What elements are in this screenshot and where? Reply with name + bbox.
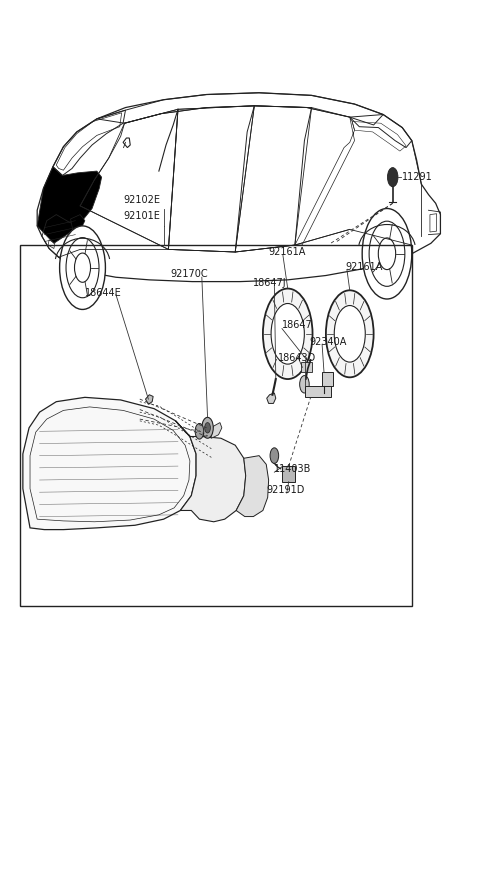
Circle shape xyxy=(263,289,312,379)
Circle shape xyxy=(66,237,99,298)
Text: 92161A: 92161A xyxy=(269,247,306,257)
Polygon shape xyxy=(267,393,276,403)
Polygon shape xyxy=(176,421,246,522)
Text: 92161A: 92161A xyxy=(345,262,383,272)
Text: 18647: 18647 xyxy=(282,320,313,330)
Circle shape xyxy=(271,304,304,364)
Circle shape xyxy=(362,209,412,299)
Polygon shape xyxy=(23,397,196,530)
Circle shape xyxy=(378,238,396,270)
Circle shape xyxy=(387,168,398,187)
Text: 18647J: 18647J xyxy=(253,278,287,288)
Polygon shape xyxy=(210,423,222,438)
Text: 92102E: 92102E xyxy=(123,195,160,205)
Circle shape xyxy=(270,448,279,464)
Text: 11403B: 11403B xyxy=(275,464,312,474)
Bar xyxy=(305,386,331,397)
Circle shape xyxy=(74,253,91,282)
Polygon shape xyxy=(145,395,153,404)
Circle shape xyxy=(60,226,106,309)
Text: 18643D: 18643D xyxy=(278,354,316,363)
Text: 92101E: 92101E xyxy=(123,211,160,222)
Circle shape xyxy=(202,417,213,438)
Polygon shape xyxy=(37,167,102,244)
Text: 92170C: 92170C xyxy=(171,269,208,278)
Polygon shape xyxy=(236,456,269,517)
Bar xyxy=(322,372,333,386)
Circle shape xyxy=(334,306,365,362)
Circle shape xyxy=(326,291,373,377)
Circle shape xyxy=(204,423,210,433)
Text: 18644E: 18644E xyxy=(85,288,121,298)
Text: 92191D: 92191D xyxy=(267,485,305,496)
Bar xyxy=(301,361,312,372)
Circle shape xyxy=(369,221,405,286)
Bar xyxy=(21,245,412,606)
Circle shape xyxy=(300,375,309,393)
Text: 11291: 11291 xyxy=(402,172,433,182)
Bar xyxy=(282,466,295,482)
Text: 92340A: 92340A xyxy=(309,337,347,347)
Circle shape xyxy=(195,423,204,439)
Polygon shape xyxy=(71,215,85,231)
